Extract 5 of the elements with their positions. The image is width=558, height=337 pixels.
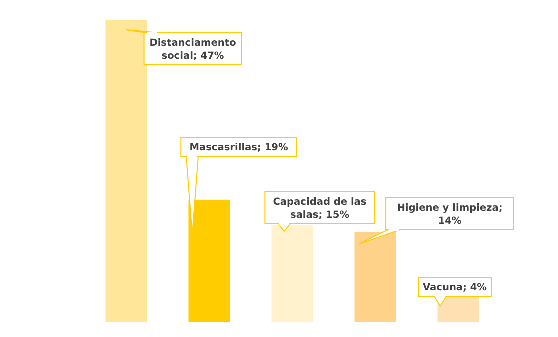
data-label: Distanciamento social; 47% (150, 38, 237, 62)
data-label: Mascasrillas; 19% (190, 142, 288, 154)
data-label: Higiene y limpieza; 14% (397, 203, 503, 227)
data-label: Vacuna; 4% (423, 282, 488, 294)
data-label: Capacidad de las salas; 15% (273, 197, 367, 221)
